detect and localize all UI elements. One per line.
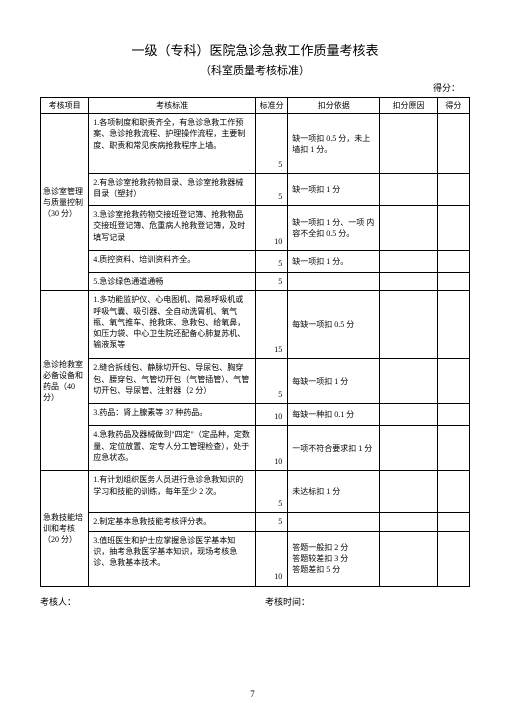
reason-cell bbox=[380, 206, 438, 251]
reason-cell bbox=[380, 531, 438, 586]
reason-cell bbox=[380, 426, 438, 471]
reason-cell bbox=[380, 471, 438, 513]
deduction-cell: 每缺一项扣 1 分 bbox=[288, 359, 380, 404]
header-criteria: 考核标准 bbox=[89, 98, 256, 114]
score-cell: 5 bbox=[256, 471, 288, 513]
deduction-cell: 缺一项扣 0.5 分，未上墙扣 1 分。 bbox=[288, 114, 380, 174]
table-row: 3.急诊室抢救药物交接班登记簿、抢救物品交接班登记簿、危重病人抢救登记簿，及时填… bbox=[41, 206, 470, 251]
final-cell bbox=[437, 273, 469, 291]
score-cell: 5 bbox=[256, 114, 288, 174]
score-cell: 10 bbox=[256, 426, 288, 471]
deduction-cell: 一项不符合要求扣 1 分 bbox=[288, 426, 380, 471]
criteria-cell: 3.值班医生和护士应掌握急诊医学基本知识，抽考急救医学基本知识，现场考核急诊、急… bbox=[89, 531, 256, 586]
criteria-cell: 2.制定基本急救技能考核评分表。 bbox=[89, 513, 256, 531]
table-row: 急救技能培训和考核（20 分） 1.有计划组织医务人员进行急诊急救知识的学习和技… bbox=[41, 471, 470, 513]
final-cell bbox=[437, 531, 469, 586]
score-cell: 5 bbox=[256, 273, 288, 291]
final-cell bbox=[437, 359, 469, 404]
reason-cell bbox=[380, 291, 438, 359]
deduction-cell: 每缺一项扣 0.5 分 bbox=[288, 291, 380, 359]
criteria-cell: 1.多功能监护仪、心电图机、简易呼吸机或呼吸气囊、吸引器、全自动洗胃机、氧气瓶、… bbox=[89, 291, 256, 359]
final-cell bbox=[437, 206, 469, 251]
header-reason: 扣分原因 bbox=[380, 98, 438, 114]
final-cell bbox=[437, 471, 469, 513]
reason-cell bbox=[380, 513, 438, 531]
assessment-table: 考核项目 考核标准 标准分 扣分依据 扣分原因 得分 急诊室管理与质量控制（30… bbox=[40, 97, 470, 587]
reason-cell bbox=[380, 114, 438, 174]
table-row: 5.急诊绿色通道通畅 5 bbox=[41, 273, 470, 291]
footer-time: 考核时间： bbox=[245, 595, 470, 608]
score-label: 得分： bbox=[40, 81, 470, 94]
deduction-cell bbox=[288, 513, 380, 531]
deduction-cell: 未达标扣 1 分 bbox=[288, 471, 380, 513]
footer: 考核人： 考核时间： bbox=[40, 595, 470, 608]
criteria-cell: 1.各项制度和职责齐全，有急诊急救工作预案、急诊抢救流程、护理操作流程，主要制度… bbox=[89, 114, 256, 174]
reason-cell bbox=[380, 359, 438, 404]
final-cell bbox=[437, 251, 469, 273]
reason-cell bbox=[380, 404, 438, 426]
criteria-cell: 4.质控资料、培训资料齐全。 bbox=[89, 251, 256, 273]
score-cell: 10 bbox=[256, 531, 288, 586]
final-cell bbox=[437, 174, 469, 206]
criteria-cell: 1.有计划组织医务人员进行急诊急救知识的学习和技能的训练，每年至少 2 次。 bbox=[89, 471, 256, 513]
final-cell bbox=[437, 404, 469, 426]
footer-assessor: 考核人： bbox=[40, 595, 245, 608]
page-number: 7 bbox=[0, 689, 505, 699]
deduction-cell: 答题一般扣 2 分 答题较差扣 3 分 答题差扣 5 分 bbox=[288, 531, 380, 586]
score-cell: 10 bbox=[256, 404, 288, 426]
deduction-cell: 缺一项扣 1 分。 bbox=[288, 251, 380, 273]
score-cell: 5 bbox=[256, 174, 288, 206]
criteria-cell: 2.缝合拆线包、静脉切开包、导尿包、胸穿包、腰穿包、气管切开包（气管插管）、气管… bbox=[89, 359, 256, 404]
header-score: 标准分 bbox=[256, 98, 288, 114]
score-cell: 5 bbox=[256, 251, 288, 273]
table-row: 3.值班医生和护士应掌握急诊医学基本知识，抽考急救医学基本知识，现场考核急诊、急… bbox=[41, 531, 470, 586]
deduction-cell: 缺一项扣 1 分 bbox=[288, 174, 380, 206]
deduction-cell bbox=[288, 273, 380, 291]
page-subtitle: （科室质量考核标准） bbox=[40, 62, 470, 78]
final-cell bbox=[437, 513, 469, 531]
score-cell: 5 bbox=[256, 359, 288, 404]
header-project: 考核项目 bbox=[41, 98, 89, 114]
final-cell bbox=[437, 291, 469, 359]
category-cell: 急救技能培训和考核（20 分） bbox=[41, 471, 89, 586]
criteria-cell: 2.有急诊室抢救药物目录、急诊室抢救器械目录（塑封） bbox=[89, 174, 256, 206]
table-row: 4.急救药品及器械做到"四定"（定品种，定数量、定位放置、定专人分工管理检查），… bbox=[41, 426, 470, 471]
criteria-cell: 3.药品：肾上腺素等 37 种药品。 bbox=[89, 404, 256, 426]
criteria-cell: 5.急诊绿色通道通畅 bbox=[89, 273, 256, 291]
final-cell bbox=[437, 114, 469, 174]
deduction-cell: 每缺一种扣 0.1 分 bbox=[288, 404, 380, 426]
reason-cell bbox=[380, 251, 438, 273]
final-cell bbox=[437, 426, 469, 471]
table-row: 急诊抢救室必备设备和药品（40 分） 1.多功能监护仪、心电图机、简易呼吸机或呼… bbox=[41, 291, 470, 359]
table-row: 2.缝合拆线包、静脉切开包、导尿包、胸穿包、腰穿包、气管切开包（气管插管）、气管… bbox=[41, 359, 470, 404]
table-row: 2.有急诊室抢救药物目录、急诊室抢救器械目录（塑封） 5 缺一项扣 1 分 bbox=[41, 174, 470, 206]
header-row: 考核项目 考核标准 标准分 扣分依据 扣分原因 得分 bbox=[41, 98, 470, 114]
table-row: 4.质控资料、培训资料齐全。 5 缺一项扣 1 分。 bbox=[41, 251, 470, 273]
score-cell: 10 bbox=[256, 206, 288, 251]
criteria-cell: 3.急诊室抢救药物交接班登记簿、抢救物品交接班登记簿、危重病人抢救登记簿，及时填… bbox=[89, 206, 256, 251]
category-cell: 急诊室管理与质量控制（30 分） bbox=[41, 114, 89, 291]
table-row: 3.药品：肾上腺素等 37 种药品。 10 每缺一种扣 0.1 分 bbox=[41, 404, 470, 426]
table-row: 急诊室管理与质量控制（30 分） 1.各项制度和职责齐全，有急诊急救工作预案、急… bbox=[41, 114, 470, 174]
reason-cell bbox=[380, 273, 438, 291]
criteria-cell: 4.急救药品及器械做到"四定"（定品种，定数量、定位放置、定专人分工管理检查），… bbox=[89, 426, 256, 471]
page-title: 一级（专科）医院急诊急救工作质量考核表 bbox=[40, 40, 470, 59]
score-cell: 15 bbox=[256, 291, 288, 359]
deduction-cell: 缺一项扣 1 分、一项 内容不全扣 0.5 分。 bbox=[288, 206, 380, 251]
header-deduction: 扣分依据 bbox=[288, 98, 380, 114]
reason-cell bbox=[380, 174, 438, 206]
table-row: 2.制定基本急救技能考核评分表。 5 bbox=[41, 513, 470, 531]
header-final: 得分 bbox=[437, 98, 469, 114]
score-cell: 5 bbox=[256, 513, 288, 531]
category-cell: 急诊抢救室必备设备和药品（40 分） bbox=[41, 291, 89, 471]
